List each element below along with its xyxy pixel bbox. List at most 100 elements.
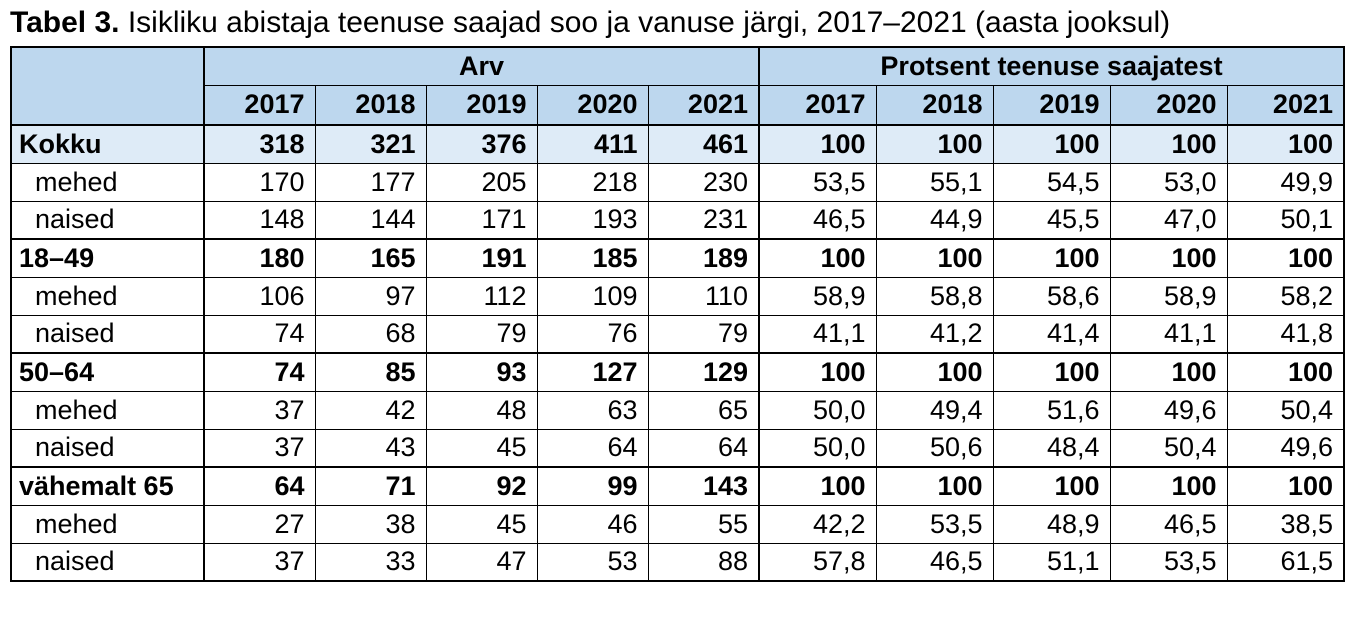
- row-label-cell: mehed: [10, 504, 205, 544]
- year-header-cell: 2018: [875, 84, 994, 126]
- table-title: Tabel 3. Isikliku abistaja teenuse saaja…: [10, 4, 1342, 42]
- protsent-value-cell: 49,6: [1109, 390, 1228, 430]
- table-row: naised 148 144 171 193 231 46,5 44,9 45,5 47,0 50,…: [10, 200, 1345, 240]
- table-row: mehed 106 97 112 109 110 58,9 58,8 58,6 58,9 58,2: [10, 276, 1345, 316]
- arv-value-cell: 53: [536, 542, 649, 582]
- arv-value-cell: 99: [536, 466, 649, 506]
- year-header-cell: 2021: [1226, 84, 1345, 126]
- arv-value-cell: 37: [203, 390, 316, 430]
- arv-value-cell: 48: [425, 390, 538, 430]
- year-header-cell: 2020: [1109, 84, 1228, 126]
- year-header-cell: 2019: [425, 84, 538, 126]
- row-label-cell: naised: [10, 428, 205, 468]
- year-header-cell: 2017: [758, 84, 877, 126]
- arv-value-cell: 47: [425, 542, 538, 582]
- arv-value-cell: 148: [203, 200, 316, 240]
- data-table: Arv Protsent teenuse saajatest 2017 2018 2…: [10, 46, 1345, 582]
- arv-value-cell: 112: [425, 276, 538, 316]
- table-row: vähemalt 65 64 71 92 99 143 100 100 100 100 100: [10, 466, 1345, 506]
- table-row: naised 37 33 47 53 88 57,8 46,5 51,1 53,5 61,5: [10, 542, 1345, 582]
- arv-value-cell: 85: [314, 352, 427, 392]
- table-row: naised 74 68 79 76 79 41,1 41,2 41,4 41,1 41,8: [10, 314, 1345, 354]
- row-label-cell: mehed: [10, 276, 205, 316]
- protsent-value-cell: 41,1: [1109, 314, 1228, 354]
- protsent-value-cell: 44,9: [875, 200, 994, 240]
- arv-value-cell: 165: [314, 238, 427, 278]
- row-label-cell: vähemalt 65: [10, 466, 205, 506]
- row-label-cell: Kokku: [10, 124, 205, 164]
- protsent-value-cell: 100: [992, 238, 1111, 278]
- row-label-cell: naised: [10, 314, 205, 354]
- protsent-value-cell: 58,8: [875, 276, 994, 316]
- arv-value-cell: 43: [314, 428, 427, 468]
- protsent-value-cell: 100: [875, 124, 994, 164]
- arv-value-cell: 37: [203, 542, 316, 582]
- arv-value-cell: 71: [314, 466, 427, 506]
- table-row: 50–64 74 85 93 127 129 100 100 100 100 100: [10, 352, 1345, 392]
- arv-value-cell: 177: [314, 162, 427, 202]
- arv-value-cell: 76: [536, 314, 649, 354]
- protsent-value-cell: 48,4: [992, 428, 1111, 468]
- section-header-arv: Arv: [203, 46, 760, 86]
- arv-value-cell: 376: [425, 124, 538, 164]
- arv-value-cell: 37: [203, 428, 316, 468]
- protsent-value-cell: 58,2: [1226, 276, 1345, 316]
- arv-value-cell: 127: [536, 352, 649, 392]
- year-header-cell: 2017: [203, 84, 316, 126]
- arv-value-cell: 193: [536, 200, 649, 240]
- protsent-value-cell: 49,9: [1226, 162, 1345, 202]
- year-header-cell: 2020: [536, 84, 649, 126]
- table-row: mehed 170 177 205 218 230 53,5 55,1 54,5 53,0 49,9: [10, 162, 1345, 202]
- protsent-value-cell: 100: [758, 124, 877, 164]
- protsent-value-cell: 100: [875, 352, 994, 392]
- protsent-value-cell: 61,5: [1226, 542, 1345, 582]
- year-header-cell: 2018: [314, 84, 427, 126]
- table-row: mehed 37 42 48 63 65 50,0 49,4 51,6 49,6 50,4: [10, 390, 1345, 430]
- corner-cell: [10, 46, 205, 126]
- protsent-value-cell: 45,5: [992, 200, 1111, 240]
- table-row: Kokku 318 321 376 411 461 100 100 100 100 100: [10, 124, 1345, 164]
- row-label-cell: mehed: [10, 162, 205, 202]
- protsent-value-cell: 58,9: [1109, 276, 1228, 316]
- protsent-value-cell: 50,1: [1226, 200, 1345, 240]
- table-body: Kokku 318 321 376 411 461 100 100 100 100 100 mehed…: [10, 124, 1345, 582]
- protsent-value-cell: 100: [758, 352, 877, 392]
- protsent-value-cell: 100: [1109, 238, 1228, 278]
- arv-value-cell: 46: [536, 504, 649, 544]
- table-row: naised 37 43 45 64 64 50,0 50,6 48,4 50,4 49,6: [10, 428, 1345, 468]
- arv-value-cell: 64: [647, 428, 760, 468]
- protsent-value-cell: 49,6: [1226, 428, 1345, 468]
- arv-value-cell: 106: [203, 276, 316, 316]
- protsent-value-cell: 57,8: [758, 542, 877, 582]
- arv-value-cell: 64: [203, 466, 316, 506]
- arv-value-cell: 411: [536, 124, 649, 164]
- protsent-value-cell: 49,4: [875, 390, 994, 430]
- protsent-value-cell: 100: [758, 466, 877, 506]
- row-label-cell: 18–49: [10, 238, 205, 278]
- arv-value-cell: 27: [203, 504, 316, 544]
- table-title-text: Isikliku abistaja teenuse saajad soo ja …: [119, 6, 1171, 39]
- arv-value-cell: 97: [314, 276, 427, 316]
- row-label-cell: mehed: [10, 390, 205, 430]
- arv-value-cell: 109: [536, 276, 649, 316]
- row-label-cell: naised: [10, 542, 205, 582]
- protsent-value-cell: 55,1: [875, 162, 994, 202]
- arv-value-cell: 170: [203, 162, 316, 202]
- protsent-value-cell: 38,5: [1226, 504, 1345, 544]
- arv-value-cell: 144: [314, 200, 427, 240]
- arv-value-cell: 45: [425, 428, 538, 468]
- protsent-value-cell: 58,6: [992, 276, 1111, 316]
- arv-value-cell: 230: [647, 162, 760, 202]
- protsent-value-cell: 41,8: [1226, 314, 1345, 354]
- section-header-protsent: Protsent teenuse saajatest: [758, 46, 1345, 86]
- protsent-value-cell: 100: [1226, 124, 1345, 164]
- arv-value-cell: 74: [203, 352, 316, 392]
- protsent-value-cell: 51,1: [992, 542, 1111, 582]
- table-header: Arv Protsent teenuse saajatest 2017 2018 2…: [10, 46, 1345, 126]
- protsent-value-cell: 50,0: [758, 428, 877, 468]
- year-header-row: 2017 2018 2019 2020 2021 2017 2018 2019 2020 2021: [11, 84, 1345, 126]
- protsent-value-cell: 53,0: [1109, 162, 1228, 202]
- arv-value-cell: 231: [647, 200, 760, 240]
- arv-value-cell: 64: [536, 428, 649, 468]
- table-row: mehed 27 38 45 46 55 42,2 53,5 48,9 46,5 38,5: [10, 504, 1345, 544]
